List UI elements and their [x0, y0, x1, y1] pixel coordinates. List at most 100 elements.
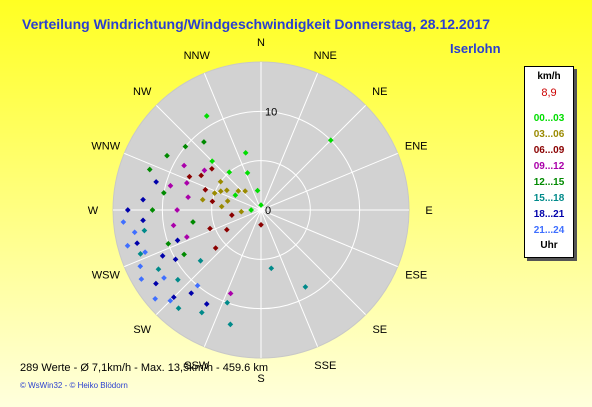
direction-label-e: E [425, 205, 432, 217]
wind-data-point [202, 186, 209, 193]
wind-data-point [120, 219, 127, 225]
wind-data-point [194, 282, 201, 289]
wind-data-point [164, 152, 170, 159]
wind-data-point [155, 266, 162, 273]
direction-label-s: S [257, 373, 264, 385]
wind-data-point [227, 321, 234, 328]
grid-spoke [260, 209, 319, 347]
wind-data-point [174, 207, 180, 213]
wind-data-point [170, 294, 177, 301]
grid-spoke [124, 209, 262, 268]
wind-data-point [268, 265, 275, 272]
wind-data-point [190, 219, 196, 225]
legend-range-6: 18...21 [533, 209, 565, 220]
wind-data-point [201, 167, 208, 174]
wind-data-point [209, 158, 215, 164]
wind-data-point [224, 198, 231, 204]
wind-data-point [244, 170, 251, 176]
wind-data-point [161, 190, 167, 196]
wind-data-point [167, 297, 174, 304]
wind-data-point [159, 253, 166, 259]
speed-legend: km/h 8,9 00...03 03...06 06...09 09...12 12.… [524, 66, 574, 258]
direction-label-w: W [88, 205, 99, 217]
wind-data-point [217, 188, 224, 195]
wind-data-point [203, 301, 210, 307]
direction-label-nne: NNE [314, 50, 337, 62]
wind-data-point [153, 179, 159, 185]
wind-data-point [248, 207, 254, 213]
wind-data-point [217, 178, 224, 185]
wind-data-point [140, 217, 146, 224]
wind-data-point [327, 137, 334, 144]
wind-data-point [235, 188, 242, 194]
direction-label-ne: NE [372, 86, 387, 98]
wind-data-point [227, 290, 234, 297]
wind-data-point [223, 187, 230, 194]
wind-data-point [141, 227, 148, 234]
footer-stats: 289 Werte - Ø 7,1km/h - Max. 13,5km/h - … [20, 362, 268, 374]
wind-data-point [137, 251, 144, 257]
wind-data-point [238, 208, 245, 215]
wind-data-point [232, 192, 239, 199]
wind-data-point [182, 143, 189, 150]
direction-label-nw: NW [133, 86, 152, 98]
wind-data-point [218, 203, 225, 210]
wind-data-point [203, 113, 210, 119]
wind-data-point [242, 188, 248, 194]
wind-data-point [186, 173, 193, 180]
wind-data-point [226, 169, 233, 176]
radial-tick-label: 10 [265, 106, 277, 118]
legend-range-0: 00...03 [533, 113, 565, 124]
wind-data-point [142, 249, 148, 256]
wind-data-point [149, 207, 156, 213]
grid-spoke [260, 209, 398, 268]
wind-data-point [212, 245, 219, 251]
grid-spoke [260, 152, 398, 211]
wind-data-point [258, 202, 264, 208]
direction-label-se: SE [372, 324, 387, 336]
legend-max-value: 8,9 [541, 87, 557, 99]
direction-label-ese: ESE [405, 269, 427, 281]
station-name: Iserlohn [450, 41, 501, 56]
direction-label-ene: ENE [405, 141, 428, 153]
legend-range-7: 21...24 [533, 225, 565, 236]
wind-data-point [302, 284, 309, 290]
radial-tick-label: 0 [265, 205, 271, 217]
legend-footer: Uhr [540, 240, 558, 251]
wind-data-point [188, 290, 195, 296]
wind-data-point [167, 182, 174, 189]
wind-data-point [172, 256, 179, 263]
wind-data-point [185, 194, 191, 200]
wind-data-point [124, 242, 131, 249]
wind-data-point [181, 162, 187, 169]
legend-range-4: 12...15 [533, 177, 565, 188]
grid-spoke [155, 104, 262, 211]
wind-data-point [134, 240, 140, 247]
direction-label-wnw: WNW [91, 141, 120, 153]
direction-label-sse: SSE [314, 360, 336, 372]
legend-range-1: 03...06 [533, 129, 565, 140]
grid-spoke [260, 104, 367, 211]
wind-data-point [124, 207, 131, 213]
wind-data-point [223, 226, 230, 233]
legend-range-5: 15...18 [533, 193, 565, 204]
wind-data-point [229, 212, 235, 218]
direction-label-n: N [257, 37, 265, 49]
grid-spoke [260, 209, 367, 316]
chart-title: Verteilung Windrichtung/Windgeschwindigk… [22, 16, 491, 32]
wind-data-point [175, 276, 181, 283]
wind-data-point [170, 222, 177, 229]
legend-unit: km/h [537, 71, 561, 82]
wind-data-point [224, 299, 231, 306]
wind-data-point [165, 240, 172, 247]
wind-data-point [137, 263, 144, 270]
wind-data-point [131, 229, 138, 236]
wind-data-point [153, 280, 159, 287]
wind-data-point [183, 180, 190, 186]
wind-data-point [197, 257, 204, 264]
wind-data-point [183, 234, 190, 240]
wind-data-point [198, 172, 205, 179]
wind-data-point [209, 165, 215, 172]
